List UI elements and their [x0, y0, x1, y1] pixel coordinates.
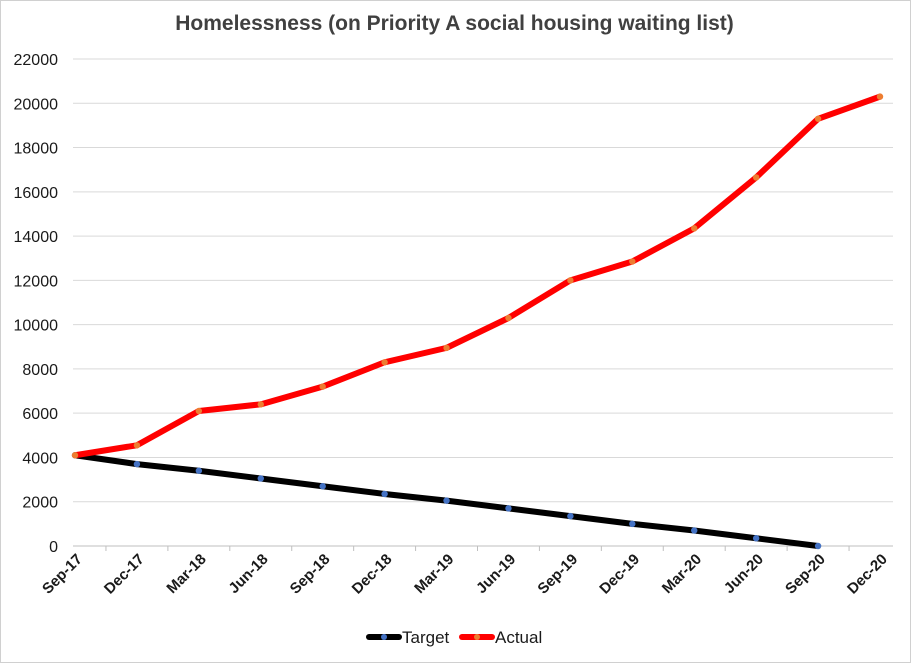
- y-tick-label: 14000: [14, 229, 59, 246]
- y-tick-label: 20000: [14, 96, 59, 113]
- axes: [73, 545, 893, 551]
- data-point: [319, 483, 326, 490]
- series-line-actual: [72, 93, 883, 459]
- data-point: [752, 535, 760, 542]
- data-point: [876, 93, 884, 100]
- data-point: [505, 505, 512, 512]
- legend-item-actual: Actual: [459, 628, 542, 647]
- y-tick-label: 2000: [22, 495, 58, 512]
- x-tick-label: Dec-20: [844, 551, 891, 598]
- data-point: [752, 174, 760, 181]
- y-axis-ticks: 0 2000 4000 6000 8000 10000 12000 14000 16000 180…: [14, 52, 59, 556]
- x-tick-label: Dec-19: [596, 551, 643, 598]
- legend-label: Target: [402, 628, 450, 647]
- y-tick-label: 16000: [14, 185, 59, 202]
- legend-marker: [381, 634, 387, 640]
- data-point: [381, 359, 388, 366]
- series-actual: [71, 93, 884, 459]
- legend-marker: [474, 634, 480, 640]
- legend-label: Actual: [495, 628, 542, 647]
- data-point: [629, 258, 636, 265]
- data-point: [629, 520, 636, 528]
- x-tick-label: Mar-19: [411, 551, 457, 597]
- y-tick-label: 22000: [14, 52, 59, 69]
- y-tick-label: 12000: [14, 273, 59, 290]
- data-point: [443, 497, 450, 504]
- y-tick-label: 18000: [14, 141, 59, 158]
- x-tick-label: Dec-18: [349, 551, 396, 598]
- y-tick-label: 6000: [22, 406, 58, 423]
- data-point: [691, 527, 698, 534]
- x-tick-label: Jun-18: [225, 551, 271, 597]
- series: [71, 93, 884, 550]
- x-tick-label: Sep-20: [782, 551, 829, 598]
- data-point: [381, 490, 388, 498]
- data-point: [567, 277, 574, 284]
- x-tick-label: Mar-20: [659, 551, 705, 597]
- gridlines: [73, 58, 893, 503]
- data-point: [195, 407, 203, 415]
- x-tick-label: Sep-17: [39, 551, 86, 598]
- x-tick-label: Jun-20: [721, 551, 767, 597]
- data-point: [71, 452, 79, 459]
- series-target: [71, 452, 822, 550]
- x-tick-label: Sep-19: [534, 551, 581, 598]
- x-tick-label: Jun-19: [473, 551, 519, 597]
- data-point: [133, 442, 141, 449]
- data-point: [814, 115, 822, 122]
- legend-item-target: Target: [366, 628, 450, 647]
- data-point: [505, 314, 512, 322]
- data-point: [319, 383, 326, 390]
- y-tick-label: 8000: [22, 362, 58, 379]
- x-tick-label: Mar-18: [163, 551, 209, 597]
- chart-title: Homelessness (on Priority A social housi…: [175, 12, 734, 35]
- y-tick-label: 10000: [14, 318, 59, 335]
- y-tick-label: 0: [49, 539, 58, 556]
- x-tick-label: Sep-18: [287, 551, 334, 598]
- data-point: [443, 344, 450, 352]
- y-tick-label: 4000: [22, 450, 58, 467]
- legend: Target Actual: [366, 628, 542, 647]
- data-point: [691, 225, 698, 232]
- data-point: [257, 401, 264, 408]
- data-point: [257, 475, 264, 482]
- data-point: [567, 512, 574, 520]
- x-tick-label: Dec-17: [101, 551, 148, 598]
- data-point: [133, 460, 141, 468]
- x-axis-ticks: Sep-17 Dec-17 Mar-18 Jun-18 Sep-18 Dec-18 Mar-…: [39, 551, 891, 598]
- data-point: [814, 542, 822, 550]
- data-point: [195, 467, 203, 474]
